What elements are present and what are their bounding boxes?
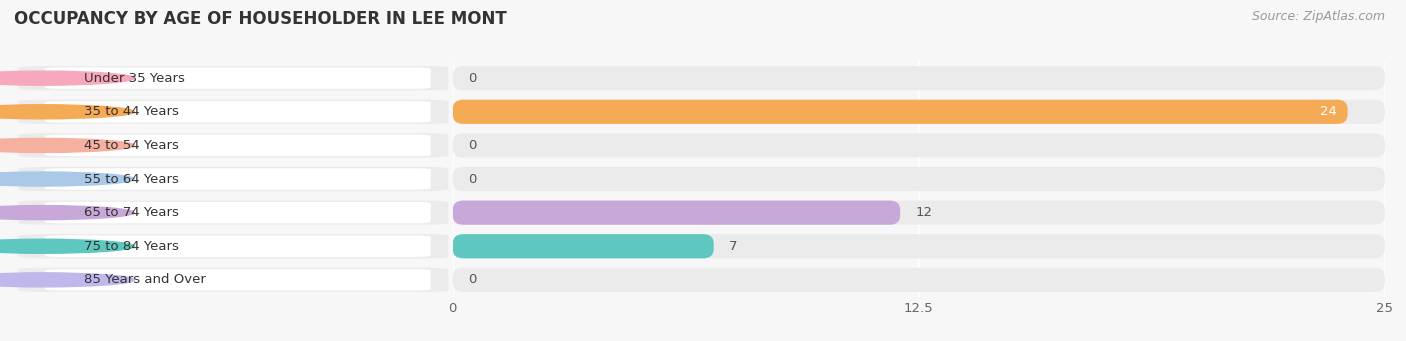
FancyBboxPatch shape — [453, 201, 1385, 225]
Text: 75 to 84 Years: 75 to 84 Years — [84, 240, 179, 253]
FancyBboxPatch shape — [453, 234, 714, 258]
Circle shape — [0, 172, 134, 186]
FancyBboxPatch shape — [453, 167, 1385, 191]
Text: 45 to 54 Years: 45 to 54 Years — [84, 139, 179, 152]
Text: Source: ZipAtlas.com: Source: ZipAtlas.com — [1251, 10, 1385, 23]
FancyBboxPatch shape — [18, 268, 449, 292]
FancyBboxPatch shape — [453, 201, 900, 225]
Circle shape — [0, 273, 134, 287]
FancyBboxPatch shape — [45, 168, 430, 190]
Text: Under 35 Years: Under 35 Years — [84, 72, 186, 85]
FancyBboxPatch shape — [45, 135, 430, 156]
Text: 35 to 44 Years: 35 to 44 Years — [84, 105, 179, 118]
FancyBboxPatch shape — [453, 133, 1385, 158]
FancyBboxPatch shape — [453, 234, 1385, 258]
FancyBboxPatch shape — [45, 101, 430, 122]
Circle shape — [0, 138, 134, 152]
FancyBboxPatch shape — [18, 167, 449, 191]
Text: 55 to 64 Years: 55 to 64 Years — [84, 173, 179, 186]
FancyBboxPatch shape — [18, 234, 449, 258]
FancyBboxPatch shape — [18, 133, 449, 158]
Text: 0: 0 — [468, 139, 477, 152]
Text: 0: 0 — [468, 173, 477, 186]
FancyBboxPatch shape — [453, 268, 1385, 292]
Circle shape — [0, 71, 134, 85]
FancyBboxPatch shape — [45, 202, 430, 223]
FancyBboxPatch shape — [45, 68, 430, 89]
FancyBboxPatch shape — [18, 201, 449, 225]
Text: 0: 0 — [468, 72, 477, 85]
FancyBboxPatch shape — [45, 236, 430, 257]
Text: OCCUPANCY BY AGE OF HOUSEHOLDER IN LEE MONT: OCCUPANCY BY AGE OF HOUSEHOLDER IN LEE M… — [14, 10, 506, 28]
Text: 7: 7 — [728, 240, 737, 253]
Text: 65 to 74 Years: 65 to 74 Years — [84, 206, 179, 219]
Text: 12: 12 — [915, 206, 932, 219]
Circle shape — [0, 206, 134, 220]
Text: 24: 24 — [1320, 105, 1337, 118]
FancyBboxPatch shape — [453, 66, 1385, 90]
Text: 0: 0 — [468, 273, 477, 286]
FancyBboxPatch shape — [453, 100, 1385, 124]
FancyBboxPatch shape — [18, 100, 449, 124]
FancyBboxPatch shape — [45, 269, 430, 291]
Text: 85 Years and Over: 85 Years and Over — [84, 273, 207, 286]
Circle shape — [0, 105, 134, 119]
FancyBboxPatch shape — [453, 100, 1347, 124]
FancyBboxPatch shape — [18, 66, 449, 90]
Circle shape — [0, 239, 134, 253]
